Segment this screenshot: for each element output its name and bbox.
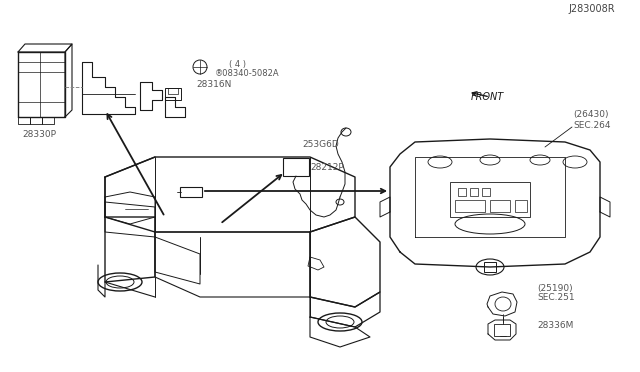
Text: (25190): (25190) xyxy=(537,283,573,292)
Text: SEC.264: SEC.264 xyxy=(573,121,611,129)
Bar xyxy=(490,200,510,212)
Text: ( 4 ): ( 4 ) xyxy=(229,60,246,68)
Text: 28336M: 28336M xyxy=(537,321,573,330)
Bar xyxy=(458,188,466,196)
Bar xyxy=(450,182,530,217)
Bar xyxy=(283,158,309,176)
Bar xyxy=(455,200,485,212)
Bar xyxy=(180,187,202,197)
Text: 28316N: 28316N xyxy=(196,80,232,89)
Text: 253G6D: 253G6D xyxy=(302,140,339,148)
Bar xyxy=(494,324,510,336)
Bar xyxy=(515,200,527,212)
Text: 28212P: 28212P xyxy=(310,163,344,171)
Bar xyxy=(484,262,496,272)
Bar xyxy=(165,88,181,100)
Text: SEC.251: SEC.251 xyxy=(537,294,575,302)
Bar xyxy=(470,188,478,196)
Bar xyxy=(168,88,178,94)
Text: FRONT: FRONT xyxy=(471,92,504,102)
Text: ®08340-5082A: ®08340-5082A xyxy=(215,68,280,77)
Text: J283008R: J283008R xyxy=(568,4,614,14)
Text: 28330P: 28330P xyxy=(22,129,56,138)
Text: (26430): (26430) xyxy=(573,109,609,119)
Bar xyxy=(482,188,490,196)
